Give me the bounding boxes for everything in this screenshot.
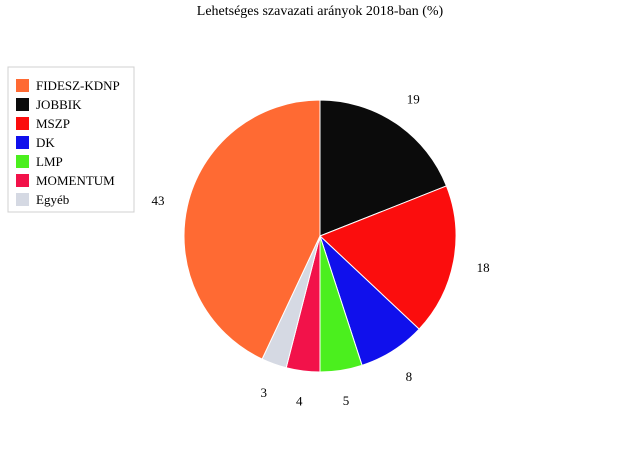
value-label-jobbik: 19: [407, 92, 420, 107]
legend: FIDESZ-KDNP JOBBIK MSZP DK LMP MOMENTUM Egyéb: [7, 66, 135, 213]
legend-label-mszp: MSZP: [36, 116, 70, 131]
pie-slices: [183, 99, 457, 373]
pie-slice-fidesz-kdnp: [183, 99, 321, 360]
legend-label-lmp: LMP: [36, 154, 63, 169]
legend-swatch-lmp: [16, 155, 29, 168]
legend-swatch-momentum: [16, 174, 29, 187]
legend-label-dk: DK: [36, 135, 55, 150]
legend-swatch-fidesz-kdnp: [16, 79, 29, 92]
legend-swatch-egyeb: [16, 193, 29, 206]
pie-slice-mszp: [319, 185, 457, 330]
value-label-dk: 8: [406, 369, 413, 384]
legend-swatch-dk: [16, 136, 29, 149]
pie-slice-jobbik: [319, 99, 448, 237]
legend-swatch-mszp: [16, 117, 29, 130]
chart-title: Lehetséges szavazati arányok 2018-ban (%…: [197, 4, 444, 19]
value-label-mszp: 18: [477, 260, 490, 275]
legend-label-jobbik: JOBBIK: [36, 97, 82, 112]
value-label-egyeb: 3: [261, 385, 268, 400]
legend-label-momentum: MOMENTUM: [36, 173, 115, 188]
value-label-fidesz-kdnp: 43: [152, 193, 165, 208]
legend-label-fidesz-kdnp: FIDESZ-KDNP: [36, 78, 120, 93]
legend-label-egyeb: Egyéb: [36, 192, 69, 207]
value-label-lmp: 5: [343, 393, 350, 408]
value-label-momentum: 4: [296, 394, 303, 409]
legend-swatch-jobbik: [16, 98, 29, 111]
